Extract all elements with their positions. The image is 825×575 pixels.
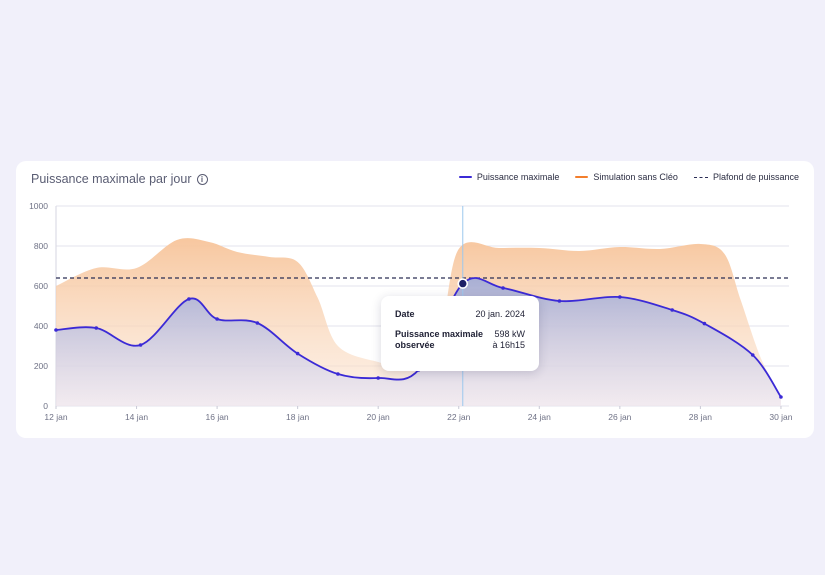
data-point xyxy=(779,395,783,399)
legend-label: Simulation sans Cléo xyxy=(593,172,678,182)
legend-swatch-puissance xyxy=(458,176,472,178)
x-tick-label: 14 jan xyxy=(125,412,148,422)
chart-card: Puissance maximale par jour i Puissance … xyxy=(16,161,814,438)
legend-item-plafond[interactable]: Plafond de puissance xyxy=(693,172,799,182)
tooltip-date-label: Date xyxy=(395,309,415,319)
data-point xyxy=(750,353,755,357)
data-point xyxy=(138,343,143,347)
tooltip-date-value: 20 jan. 2024 xyxy=(475,309,525,319)
legend-label: Puissance maximale xyxy=(476,172,560,182)
y-tick-label: 200 xyxy=(34,361,48,371)
data-point xyxy=(670,308,675,312)
y-tick-label: 1000 xyxy=(29,201,48,211)
data-point xyxy=(54,328,58,332)
data-point xyxy=(215,317,219,321)
y-tick-label: 600 xyxy=(34,281,48,291)
tooltip-metric-label: Puissance maximale observée xyxy=(395,329,483,351)
x-tick-label: 20 jan xyxy=(367,412,390,422)
x-tick-label: 26 jan xyxy=(608,412,631,422)
chart-legend: Puissance maximale Simulation sans Cléo … xyxy=(458,172,799,182)
tooltip-metric-time: à 16h15 xyxy=(492,340,525,350)
tooltip-date-row: Date 20 jan. 2024 xyxy=(395,309,525,319)
legend-item-simulation[interactable]: Simulation sans Cléo xyxy=(575,172,678,182)
x-tick-label: 18 jan xyxy=(286,412,309,422)
data-point xyxy=(376,376,380,380)
legend-label: Plafond de puissance xyxy=(712,172,799,182)
data-point xyxy=(295,351,300,356)
chart-tooltip: Date 20 jan. 2024 Puissance maximale obs… xyxy=(381,296,539,371)
chart-title: Puissance maximale par jour xyxy=(31,172,192,186)
y-tick-label: 800 xyxy=(34,241,48,251)
legend-swatch-simulation xyxy=(575,176,589,178)
data-point xyxy=(336,372,340,376)
chart-title-group: Puissance maximale par jour i xyxy=(31,172,208,186)
x-tick-label: 22 jan xyxy=(447,412,470,422)
y-tick-label: 400 xyxy=(34,321,48,331)
legend-item-puissance-maximale[interactable]: Puissance maximale xyxy=(458,172,560,182)
x-tick-label: 28 jan xyxy=(689,412,712,422)
info-icon[interactable]: i xyxy=(196,173,208,185)
tooltip-metric-value: 598 kW xyxy=(494,329,525,339)
highlight-point xyxy=(457,278,469,289)
tooltip-metric-row: Puissance maximale observée 598 kW à 16h… xyxy=(395,329,525,351)
y-tick-label: 0 xyxy=(43,401,48,411)
data-point xyxy=(187,297,191,301)
x-tick-label: 30 jan xyxy=(769,412,792,422)
data-point xyxy=(557,299,562,303)
data-point xyxy=(255,321,260,325)
data-point xyxy=(501,286,505,290)
data-point xyxy=(618,295,622,299)
x-tick-label: 16 jan xyxy=(206,412,229,422)
tooltip-metric-values: 598 kW à 16h15 xyxy=(492,329,525,351)
series-puissance-area xyxy=(56,277,781,406)
x-tick-label: 12 jan xyxy=(44,412,67,422)
tooltip-metric-label-line2: observée xyxy=(395,340,435,350)
legend-swatch-plafond xyxy=(693,176,708,178)
chart-plot[interactable]: 0 200 400 600 800 1000 12 jan 14 jan 16 jan 18 ja… xyxy=(16,161,814,438)
x-tick-label: 24 jan xyxy=(528,412,551,422)
tooltip-metric-label-line1: Puissance maximale xyxy=(395,329,484,339)
data-point xyxy=(702,321,707,326)
data-point xyxy=(94,326,99,330)
